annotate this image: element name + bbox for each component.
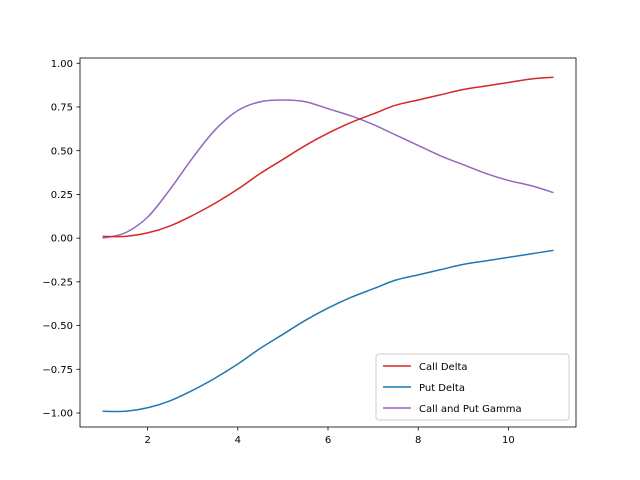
x-tick-label: 6 (325, 435, 331, 446)
legend: Call Delta Put Delta Call and Put Gamma (375, 353, 570, 421)
y-tick-label: 1.00 (51, 59, 73, 70)
y-axis: −1.00 −0.75 −0.50 −0.25 0.00 0.25 0.50 0.75 1.00 (42, 59, 80, 420)
x-tick-label: 4 (235, 435, 241, 446)
y-tick-label: −0.50 (42, 321, 73, 332)
legend-label-call-delta: Call Delta (419, 362, 468, 373)
legend-label-call-and-put-gamma: Call and Put Gamma (419, 404, 522, 415)
x-tick-label: 10 (502, 435, 515, 446)
y-tick-label: −0.75 (42, 365, 73, 376)
series-line-call-delta (102, 76, 554, 238)
y-tick-label: −1.00 (42, 409, 73, 420)
y-tick-label: −0.25 (42, 277, 73, 288)
plot-frame (79, 57, 577, 428)
legend-box (375, 353, 570, 421)
x-tick-label: 8 (415, 435, 421, 446)
x-tick-label: 2 (144, 435, 150, 446)
series-layer (102, 76, 554, 413)
y-tick-label: 0.50 (51, 146, 73, 157)
series-line-call-and-put-gamma (102, 99, 554, 239)
y-tick-label: 0.25 (51, 190, 73, 201)
legend-label-put-delta: Put Delta (419, 383, 465, 394)
y-tick-label: 0.00 (51, 234, 73, 245)
series-line-put-delta (102, 249, 554, 413)
y-tick-label: 0.75 (51, 103, 73, 114)
x-axis: 2 4 6 8 10 (144, 427, 515, 446)
